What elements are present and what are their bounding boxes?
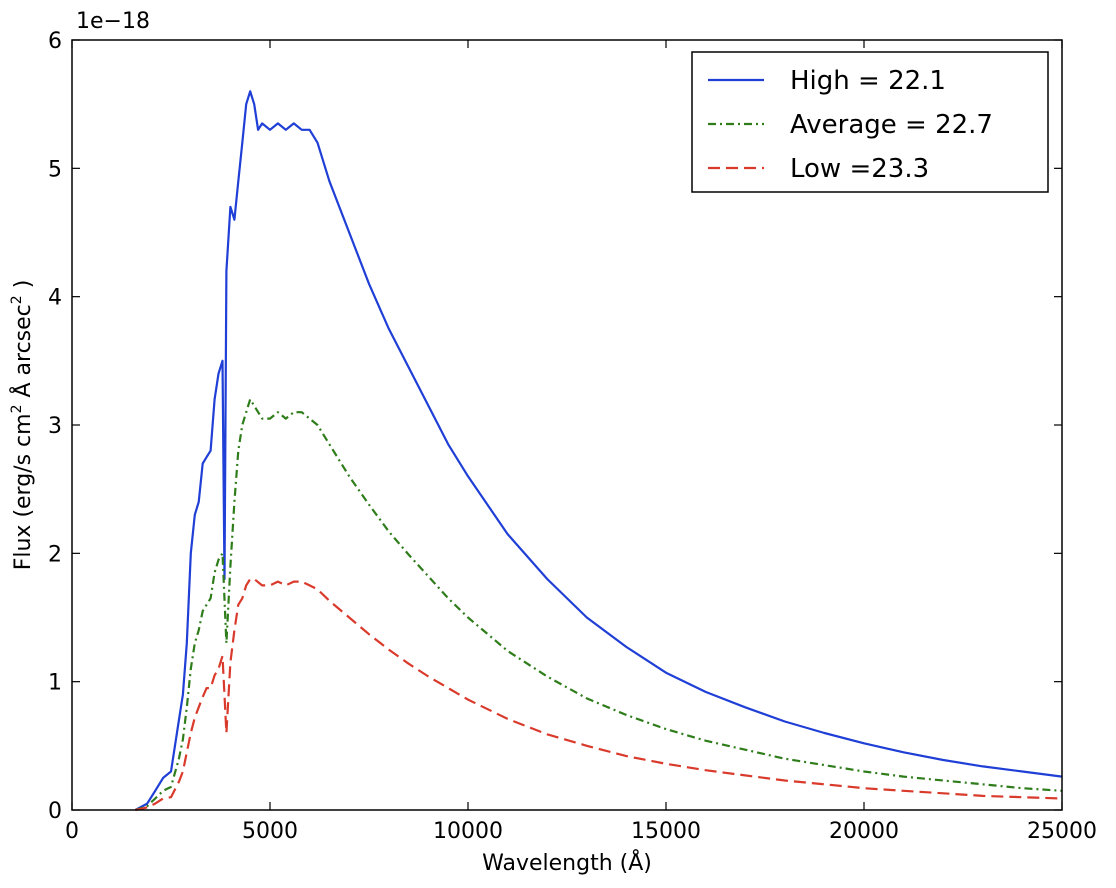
x-axis-ticks: 0 5000 10000 15000 20000 25000 xyxy=(65,40,1097,844)
y-label-sup-2: 2 xyxy=(9,295,25,304)
y-label-mid: Å arcsec xyxy=(9,304,36,404)
legend-entries: High = 22.1 Average = 22.7 Low =23.3 xyxy=(708,66,993,184)
y-label-suffix: ) xyxy=(11,280,36,296)
y-label-prefix: Flux (erg/s cm xyxy=(11,413,36,570)
y-tick-label: 3 xyxy=(48,414,62,439)
legend-label-1: High = 22.1 xyxy=(790,66,946,96)
x-tick-label: 25000 xyxy=(1027,819,1097,844)
y-label-sup-1: 2 xyxy=(9,405,25,414)
y-axis-ticks: 0 1 2 3 4 5 6 xyxy=(48,29,1062,824)
series-line-3 xyxy=(135,577,1063,812)
legend-label-3: Low =23.3 xyxy=(790,154,929,184)
x-tick-label: 10000 xyxy=(433,819,503,844)
series-line-1 xyxy=(134,90,1063,811)
y-tick-label: 4 xyxy=(48,286,62,311)
x-axis-label: Wavelength (Å) xyxy=(482,849,652,876)
y-axis-offset-label: 1e−18 xyxy=(76,9,150,34)
legend-label-2: Average = 22.7 xyxy=(790,110,993,140)
y-axis-label: Flux (erg/s cm2 Å arcsec2 ) xyxy=(9,280,36,571)
y-tick-label: 5 xyxy=(48,157,62,182)
y-tick-label: 2 xyxy=(48,542,62,567)
x-tick-label: 5000 xyxy=(242,819,298,844)
y-tick-label: 6 xyxy=(48,29,62,54)
y-tick-label: 1 xyxy=(48,671,62,696)
legend: High = 22.1 Average = 22.7 Low =23.3 xyxy=(691,51,1049,193)
plot-lines xyxy=(134,90,1063,812)
y-tick-label: 0 xyxy=(48,799,62,824)
x-tick-label: 0 xyxy=(65,819,79,844)
x-tick-label: 15000 xyxy=(631,819,701,844)
series-line-2 xyxy=(135,398,1063,812)
x-tick-label: 20000 xyxy=(829,819,899,844)
